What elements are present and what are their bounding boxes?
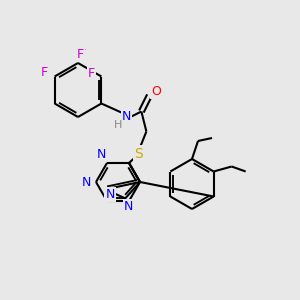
Text: N: N (81, 176, 91, 188)
Text: S: S (134, 146, 143, 161)
Text: N: N (96, 148, 106, 161)
Text: O: O (152, 85, 161, 98)
Text: F: F (78, 47, 85, 61)
Text: H: H (114, 119, 123, 130)
Text: N: N (124, 200, 133, 213)
Text: F: F (88, 67, 95, 80)
Text: F: F (41, 66, 48, 79)
Text: N: N (106, 188, 115, 201)
Text: F: F (76, 47, 84, 61)
Text: N: N (122, 110, 131, 123)
